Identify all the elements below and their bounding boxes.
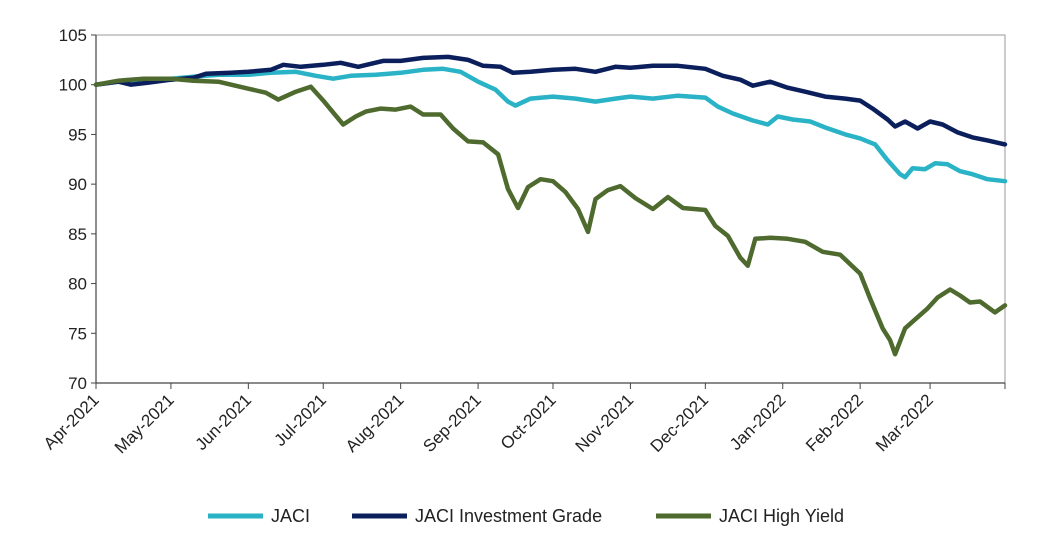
- legend-label: JACI Investment Grade: [415, 506, 602, 526]
- series-line-jaci-investment-grade: [93, 54, 1008, 147]
- x-tick-label: Jan-2022: [726, 390, 790, 454]
- y-tick-label: 85: [68, 225, 87, 244]
- y-tick-label: 105: [59, 26, 87, 45]
- series-line-jaci-high-yield: [93, 76, 1008, 357]
- y-tick-label: 95: [68, 125, 87, 144]
- y-tick-label: 100: [59, 76, 87, 95]
- x-tick-label: Dec-2021: [647, 390, 713, 456]
- legend-label: JACI: [271, 506, 310, 526]
- x-tick-label: Apr-2021: [40, 390, 103, 453]
- y-tick-label: 80: [68, 275, 87, 294]
- x-tick-label: Aug-2021: [342, 390, 408, 456]
- x-tick-label: Mar-2022: [872, 390, 937, 455]
- x-tick-label: Jul-2021: [271, 390, 331, 450]
- x-tick-label: Oct-2021: [497, 390, 560, 453]
- y-tick-label: 75: [68, 324, 87, 343]
- y-tick-label: 90: [68, 175, 87, 194]
- x-tick-label: Sep-2021: [419, 390, 485, 456]
- x-tick-label: Feb-2022: [802, 390, 867, 455]
- y-tick-label: 70: [68, 374, 87, 393]
- series-line-jaci: [93, 66, 1008, 184]
- x-tick-label: Jun-2021: [192, 390, 256, 454]
- x-tick-label: Nov-2021: [572, 390, 638, 456]
- legend-label: JACI High Yield: [719, 506, 844, 526]
- x-tick-label: May-2021: [111, 390, 178, 457]
